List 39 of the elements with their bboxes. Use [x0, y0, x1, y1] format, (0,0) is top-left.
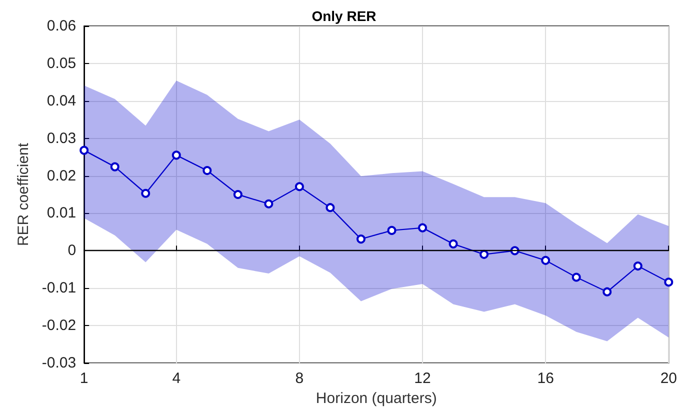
point: [664, 278, 674, 287]
y-tick-label: -0.03: [42, 354, 76, 372]
point: [541, 256, 550, 265]
point: [172, 150, 181, 160]
y-tick-label: -0.02: [42, 317, 76, 334]
y-axis-title: RER coefficient: [15, 142, 32, 246]
y-tick-label: 0.04: [46, 92, 76, 110]
point: [294, 182, 304, 192]
point: [510, 246, 520, 256]
point: [387, 226, 396, 235]
point: [448, 239, 458, 248]
y-tick-label: -0.01: [42, 280, 76, 297]
chart-title: Only RER: [312, 8, 376, 24]
x-tick-label: 16: [537, 370, 554, 387]
x-tick-label: 8: [295, 370, 304, 387]
x-tick-label: 4: [172, 370, 181, 387]
x-axis-title: Horizon (quarters): [316, 390, 437, 407]
y-tick-label: 0.01: [46, 204, 76, 222]
y-tick-label: 0.02: [46, 167, 76, 184]
point: [141, 188, 150, 198]
y-tick-label: 0: [68, 242, 76, 260]
point: [80, 146, 89, 155]
point: [233, 190, 242, 199]
y-tick-label: 0.05: [46, 54, 76, 72]
x-tick-label: 1: [80, 370, 88, 387]
x-tick-label: 12: [414, 370, 431, 387]
point: [633, 262, 642, 271]
point: [264, 199, 274, 208]
point: [572, 272, 581, 282]
x-tick-label: 20: [660, 370, 677, 387]
point: [110, 162, 120, 172]
point: [356, 234, 366, 244]
point: [418, 223, 428, 232]
y-tick-label: 0.03: [46, 130, 76, 147]
point: [480, 250, 489, 259]
point: [202, 166, 212, 176]
point: [326, 203, 335, 212]
y-tick-label: 0.06: [46, 18, 76, 34]
point: [602, 287, 612, 296]
